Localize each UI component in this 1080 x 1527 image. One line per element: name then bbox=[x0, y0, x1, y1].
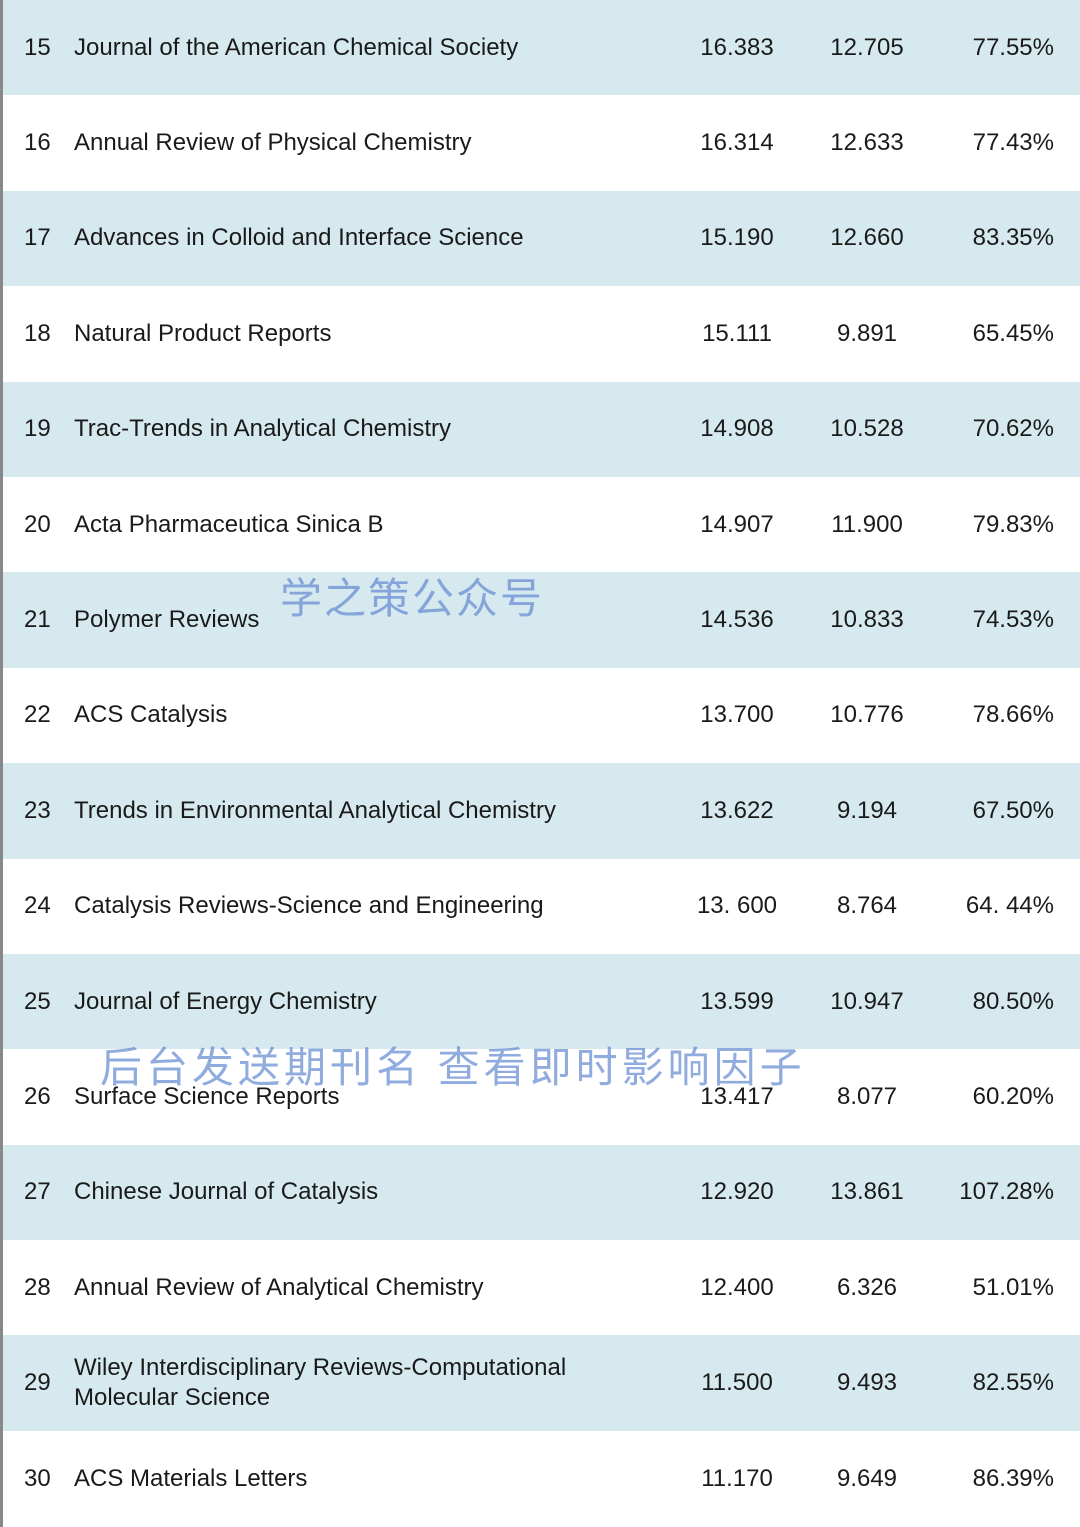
journal-cell: ACS Materials Letters bbox=[74, 1464, 672, 1494]
rank-cell: 28 bbox=[24, 1274, 74, 1302]
percent-cell: 77.55% bbox=[932, 34, 1062, 62]
percent-cell: 82.55% bbox=[932, 1369, 1062, 1397]
table-row: 19 Trac-Trends in Analytical Chemistry 1… bbox=[0, 382, 1080, 477]
value2-cell: 12.705 bbox=[802, 34, 932, 62]
table-row: 20 Acta Pharmaceutica Sinica B 14.907 11… bbox=[0, 477, 1080, 572]
table-row: 26 Surface Science Reports 13.417 8.077 … bbox=[0, 1049, 1080, 1144]
rank-cell: 23 bbox=[24, 797, 74, 825]
journal-cell: Advances in Colloid and Interface Scienc… bbox=[74, 223, 672, 253]
journal-cell: Natural Product Reports bbox=[74, 319, 672, 349]
table-row: 30 ACS Materials Letters 11.170 9.649 86… bbox=[0, 1431, 1080, 1526]
journal-cell: Surface Science Reports bbox=[74, 1082, 672, 1112]
journal-cell: Journal of the American Chemical Society bbox=[74, 33, 672, 63]
rank-cell: 21 bbox=[24, 606, 74, 634]
journal-cell: ACS Catalysis bbox=[74, 700, 672, 730]
rank-cell: 25 bbox=[24, 988, 74, 1016]
table-row: 23 Trends in Environmental Analytical Ch… bbox=[0, 763, 1080, 858]
value1-cell: 14.907 bbox=[672, 511, 802, 539]
value1-cell: 15.190 bbox=[672, 224, 802, 252]
rank-cell: 29 bbox=[24, 1369, 74, 1397]
value1-cell: 14.536 bbox=[672, 606, 802, 634]
rank-cell: 26 bbox=[24, 1083, 74, 1111]
value2-cell: 8.077 bbox=[802, 1083, 932, 1111]
percent-cell: 79.83% bbox=[932, 511, 1062, 539]
percent-cell: 70.62% bbox=[932, 415, 1062, 443]
percent-cell: 74.53% bbox=[932, 606, 1062, 634]
rank-cell: 17 bbox=[24, 224, 74, 252]
journal-cell: Catalysis Reviews-Science and Engineerin… bbox=[74, 891, 672, 921]
value2-cell: 8.764 bbox=[802, 892, 932, 920]
table-row: 17 Advances in Colloid and Interface Sci… bbox=[0, 191, 1080, 286]
value2-cell: 6.326 bbox=[802, 1274, 932, 1302]
journal-cell: Annual Review of Analytical Chemistry bbox=[74, 1273, 672, 1303]
percent-cell: 65.45% bbox=[932, 320, 1062, 348]
value1-cell: 12.400 bbox=[672, 1274, 802, 1302]
value1-cell: 14.908 bbox=[672, 415, 802, 443]
value2-cell: 13.861 bbox=[802, 1178, 932, 1206]
rank-cell: 19 bbox=[24, 415, 74, 443]
value1-cell: 13.599 bbox=[672, 988, 802, 1016]
table-row: 29 Wiley Interdisciplinary Reviews-Compu… bbox=[0, 1335, 1080, 1430]
journal-table: 15 Journal of the American Chemical Soci… bbox=[0, 0, 1080, 1526]
rank-cell: 18 bbox=[24, 320, 74, 348]
table-row: 25 Journal of Energy Chemistry 13.599 10… bbox=[0, 954, 1080, 1049]
value2-cell: 9.493 bbox=[802, 1369, 932, 1397]
value2-cell: 10.947 bbox=[802, 988, 932, 1016]
value1-cell: 16.314 bbox=[672, 129, 802, 157]
percent-cell: 64. 44% bbox=[932, 892, 1062, 920]
journal-cell: Trac-Trends in Analytical Chemistry bbox=[74, 414, 672, 444]
value1-cell: 15.111 bbox=[672, 320, 802, 348]
rank-cell: 16 bbox=[24, 129, 74, 157]
percent-cell: 77.43% bbox=[932, 129, 1062, 157]
value2-cell: 9.194 bbox=[802, 797, 932, 825]
percent-cell: 83.35% bbox=[932, 224, 1062, 252]
table-row: 15 Journal of the American Chemical Soci… bbox=[0, 0, 1080, 95]
journal-cell: Journal of Energy Chemistry bbox=[74, 987, 672, 1017]
percent-cell: 60.20% bbox=[932, 1083, 1062, 1111]
value2-cell: 12.633 bbox=[802, 129, 932, 157]
journal-cell: Acta Pharmaceutica Sinica B bbox=[74, 510, 672, 540]
value1-cell: 13. 600 bbox=[672, 892, 802, 920]
value1-cell: 13.622 bbox=[672, 797, 802, 825]
value2-cell: 12.660 bbox=[802, 224, 932, 252]
rank-cell: 20 bbox=[24, 511, 74, 539]
value1-cell: 13.700 bbox=[672, 701, 802, 729]
journal-cell: Annual Review of Physical Chemistry bbox=[74, 128, 672, 158]
rank-cell: 22 bbox=[24, 701, 74, 729]
percent-cell: 80.50% bbox=[932, 988, 1062, 1016]
table-row: 22 ACS Catalysis 13.700 10.776 78.66% bbox=[0, 668, 1080, 763]
journal-cell: Trends in Environmental Analytical Chemi… bbox=[74, 796, 672, 826]
percent-cell: 107.28% bbox=[932, 1178, 1062, 1206]
journal-cell: Wiley Interdisciplinary Reviews-Computat… bbox=[74, 1353, 672, 1413]
value1-cell: 11.170 bbox=[672, 1465, 802, 1493]
value2-cell: 9.649 bbox=[802, 1465, 932, 1493]
value2-cell: 10.833 bbox=[802, 606, 932, 634]
value1-cell: 16.383 bbox=[672, 34, 802, 62]
table-row: 24 Catalysis Reviews-Science and Enginee… bbox=[0, 859, 1080, 954]
rank-cell: 27 bbox=[24, 1178, 74, 1206]
percent-cell: 51.01% bbox=[932, 1274, 1062, 1302]
value2-cell: 11.900 bbox=[802, 511, 932, 539]
table-row: 21 Polymer Reviews 14.536 10.833 74.53% bbox=[0, 572, 1080, 667]
journal-cell: Polymer Reviews bbox=[74, 605, 672, 635]
percent-cell: 78.66% bbox=[932, 701, 1062, 729]
journal-cell: Chinese Journal of Catalysis bbox=[74, 1177, 672, 1207]
rank-cell: 30 bbox=[24, 1465, 74, 1493]
value1-cell: 11.500 bbox=[672, 1369, 802, 1397]
value1-cell: 12.920 bbox=[672, 1178, 802, 1206]
value2-cell: 9.891 bbox=[802, 320, 932, 348]
rank-cell: 24 bbox=[24, 892, 74, 920]
table-row: 18 Natural Product Reports 15.111 9.891 … bbox=[0, 286, 1080, 381]
value2-cell: 10.528 bbox=[802, 415, 932, 443]
table-row: 27 Chinese Journal of Catalysis 12.920 1… bbox=[0, 1145, 1080, 1240]
table-row: 28 Annual Review of Analytical Chemistry… bbox=[0, 1240, 1080, 1335]
value1-cell: 13.417 bbox=[672, 1083, 802, 1111]
table-row: 16 Annual Review of Physical Chemistry 1… bbox=[0, 95, 1080, 190]
percent-cell: 86.39% bbox=[932, 1465, 1062, 1493]
percent-cell: 67.50% bbox=[932, 797, 1062, 825]
value2-cell: 10.776 bbox=[802, 701, 932, 729]
rank-cell: 15 bbox=[24, 34, 74, 62]
left-border bbox=[0, 0, 3, 1527]
